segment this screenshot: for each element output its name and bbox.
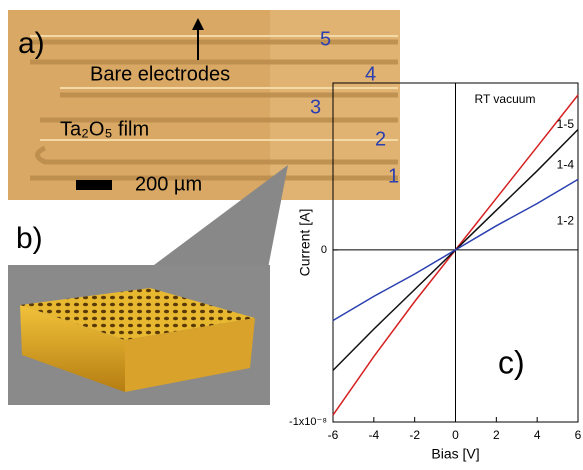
curve-label: 1-2 [557,214,575,228]
y-tick-label: -1x10⁻⁸ [289,416,327,428]
x-tick-label: 6 [575,428,582,442]
panel-label: a) [18,27,45,60]
panel-label: c) [498,344,525,380]
x-axis-label: Bias [V] [431,446,479,462]
panel-label: b) [16,222,43,255]
electrode-number: 1 [388,165,399,187]
x-tick-label: 2 [493,428,500,442]
annotation: RT vacuum [475,92,536,106]
electrode-number: 5 [320,28,331,50]
electrode-number: 3 [310,96,321,118]
y-tick-label: 0 [321,244,327,256]
electrode-number: 2 [375,128,386,150]
scale-label: 200 µm [135,173,202,195]
figure: a) Bare electrodes Ta₂O₅ film 200 µm 5 4… [0,0,583,465]
curve-label: 1-5 [557,117,575,131]
x-tick-label: -2 [409,428,420,442]
iv-chart: -6 -4 -2 0 2 4 6 -1x10⁻⁸ 0 1-5 1-4 1-2 RT vacuum c) Bi… [289,83,582,462]
x-tick-label: -4 [368,428,379,442]
x-tick-label: 4 [534,428,541,442]
y-axis-label: Current [A] [297,209,313,277]
x-tick-label: 0 [452,428,459,442]
film-label: Ta₂O₅ film [60,118,149,140]
micrograph [8,10,400,200]
arrow-label: Bare electrodes [90,63,230,85]
curve-label: 1-4 [557,158,575,172]
x-tick-label: -6 [328,428,339,442]
electrode-number: 4 [365,63,376,85]
